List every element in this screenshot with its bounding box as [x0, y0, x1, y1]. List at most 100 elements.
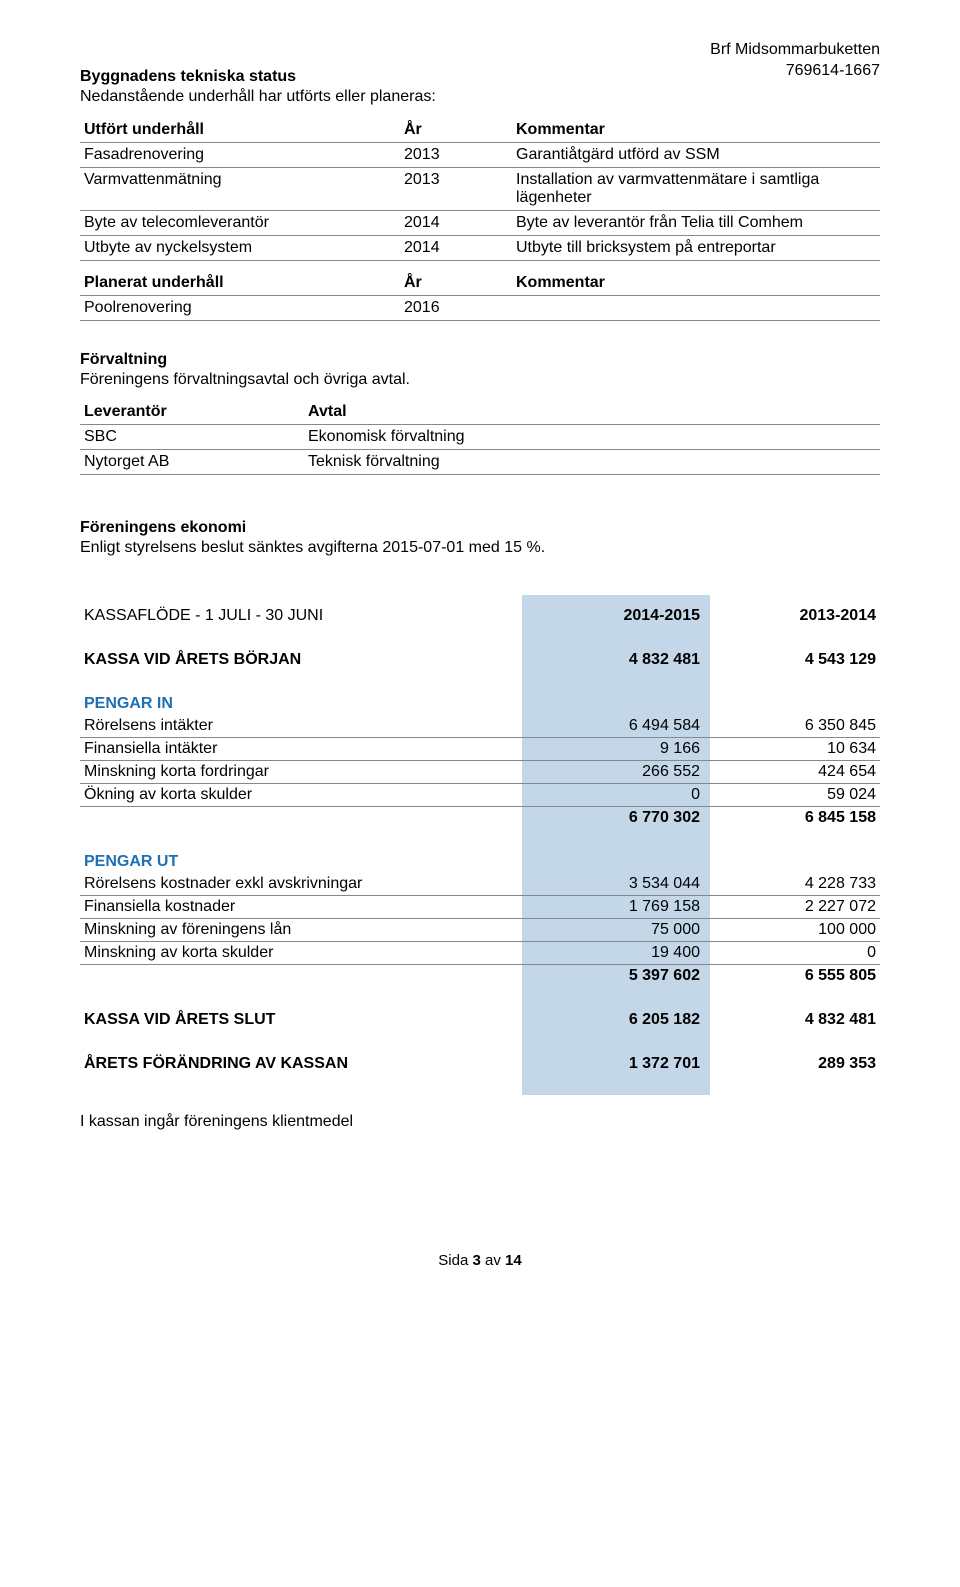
table-header: Leverantör Avtal: [80, 400, 880, 425]
fin-cell: 0: [704, 941, 880, 964]
fin-row: KASSA VID ÅRETS SLUT6 205 1824 832 481: [80, 1009, 880, 1031]
table-header: Planerat underhåll År Kommentar: [80, 271, 880, 296]
fin-cell: KASSAFLÖDE - 1 JULI - 30 JUNI: [80, 605, 528, 627]
fin-row: PENGAR IN: [80, 693, 880, 715]
th-leverantor: Leverantör: [80, 400, 304, 425]
fin-row: KASSAFLÖDE - 1 JULI - 30 JUNI2014-201520…: [80, 605, 880, 627]
leverantor-table: Leverantör Avtal SBC Ekonomisk förvaltni…: [80, 400, 880, 475]
fin-cell: 19 400: [528, 941, 704, 964]
fin-row: Rörelsens intäkter6 494 5846 350 845: [80, 715, 880, 738]
maintenance-planned-table: Planerat underhåll År Kommentar Poolreno…: [80, 271, 880, 321]
fin-row: Ökning av korta skulder059 024: [80, 783, 880, 806]
fin-row: Minskning korta fordringar266 552424 654: [80, 760, 880, 783]
fin-cell: Finansiella kostnader: [80, 895, 528, 918]
fin-cell: 59 024: [704, 783, 880, 806]
forvaltning-intro: Föreningens förvaltningsavtal och övriga…: [80, 369, 880, 391]
fin-cell: 6 770 302: [528, 806, 704, 829]
cashflow-footnote: I kassan ingår föreningens klientmedel: [80, 1111, 880, 1133]
fin-cell: [80, 964, 528, 987]
fin-row: Finansiella kostnader1 769 1582 227 072: [80, 895, 880, 918]
fin-cell: Rörelsens kostnader exkl avskrivningar: [80, 873, 528, 896]
table-row: Utbyte av nyckelsystem 2014 Utbyte till …: [80, 235, 880, 260]
fin-cell: [80, 806, 528, 829]
fin-section-label: PENGAR IN: [80, 693, 528, 715]
fin-row: ÅRETS FÖRÄNDRING AV KASSAN1 372 701289 3…: [80, 1053, 880, 1075]
table-row: Varmvattenmätning 2013 Installation av v…: [80, 167, 880, 210]
fin-cell: 2014-2015: [528, 605, 704, 627]
fin-cell: 424 654: [704, 760, 880, 783]
page: Brf Midsommarbuketten 769614-1667 Byggna…: [0, 0, 960, 1309]
table-row: Poolrenovering 2016: [80, 295, 880, 320]
fin-row: Rörelsens kostnader exkl avskrivningar3 …: [80, 873, 880, 896]
fin-cell: Minskning korta fordringar: [80, 760, 528, 783]
fin-cell: 289 353: [704, 1053, 880, 1075]
fin-row: KASSA VID ÅRETS BÖRJAN4 832 4814 543 129: [80, 649, 880, 671]
fin-cell: 4 228 733: [704, 873, 880, 896]
fin-row: [80, 987, 880, 1009]
header-right: Brf Midsommarbuketten 769614-1667: [710, 40, 880, 82]
table-row: Fasadrenovering 2013 Garantiåtgärd utför…: [80, 142, 880, 167]
fin-cell: 4 543 129: [704, 649, 880, 671]
footer-mid: av: [481, 1252, 505, 1269]
footer-prefix: Sida: [438, 1252, 472, 1269]
fin-row: Minskning av korta skulder19 4000: [80, 941, 880, 964]
table-row: SBC Ekonomisk förvaltning: [80, 425, 880, 450]
fin-row: 5 397 6026 555 805: [80, 964, 880, 987]
page-footer: Sida 3 av 14: [80, 1252, 880, 1269]
economy-intro: Enligt styrelsens beslut sänktes avgifte…: [80, 537, 880, 559]
th-comment: Kommentar: [512, 118, 880, 143]
economy-title: Föreningens ekonomi: [80, 519, 880, 537]
fin-cell: KASSA VID ÅRETS BÖRJAN: [80, 649, 528, 671]
fin-cell: [704, 693, 880, 715]
fin-cell: 2 227 072: [704, 895, 880, 918]
table-row: Byte av telecomleverantör 2014 Byte av l…: [80, 210, 880, 235]
fin-cell: 0: [528, 783, 704, 806]
fin-cell: 100 000: [704, 918, 880, 941]
fin-section-label: PENGAR UT: [80, 851, 528, 873]
fin-cell: 6 350 845: [704, 715, 880, 738]
fin-cell: [528, 851, 704, 873]
fin-cell: 6 555 805: [704, 964, 880, 987]
fin-row: [80, 671, 880, 693]
fin-cell: 6 494 584: [528, 715, 704, 738]
org-name: Brf Midsommarbuketten: [710, 40, 880, 61]
fin-cell: 3 534 044: [528, 873, 704, 896]
fin-cell: 9 166: [528, 737, 704, 760]
fin-cell: KASSA VID ÅRETS SLUT: [80, 1009, 528, 1031]
th-year: År: [400, 271, 512, 296]
fin-row: [80, 829, 880, 851]
fin-cell: 5 397 602: [528, 964, 704, 987]
fin-cell: 6 845 158: [704, 806, 880, 829]
fin-cell: Minskning av korta skulder: [80, 941, 528, 964]
footer-page-total: 14: [505, 1252, 522, 1269]
th-item: Planerat underhåll: [80, 271, 400, 296]
th-comment: Kommentar: [512, 271, 880, 296]
fin-row: [80, 1031, 880, 1053]
fin-cell: Ökning av korta skulder: [80, 783, 528, 806]
fin-cell: 1 769 158: [528, 895, 704, 918]
fin-cell: 6 205 182: [528, 1009, 704, 1031]
fin-cell: 75 000: [528, 918, 704, 941]
fin-cell: 4 832 481: [528, 649, 704, 671]
fin-row: 6 770 3026 845 158: [80, 806, 880, 829]
cashflow-section: KASSAFLÖDE - 1 JULI - 30 JUNI2014-201520…: [80, 605, 880, 1075]
maintenance-done-table: Utfört underhåll År Kommentar Fasadrenov…: [80, 118, 880, 261]
fin-cell: 2013-2014: [704, 605, 880, 627]
table-header: Utfört underhåll År Kommentar: [80, 118, 880, 143]
org-number: 769614-1667: [710, 61, 880, 82]
fin-cell: [704, 851, 880, 873]
fin-cell: 4 832 481: [704, 1009, 880, 1031]
fin-cell: 266 552: [528, 760, 704, 783]
fin-row: Minskning av föreningens lån75 000100 00…: [80, 918, 880, 941]
fin-cell: [528, 693, 704, 715]
fin-cell: Minskning av föreningens lån: [80, 918, 528, 941]
tech-status-intro: Nedanstående underhåll har utförts eller…: [80, 86, 880, 108]
cashflow-table: KASSAFLÖDE - 1 JULI - 30 JUNI2014-201520…: [80, 605, 880, 1075]
fin-row: [80, 627, 880, 649]
table-row: Nytorget AB Teknisk förvaltning: [80, 450, 880, 475]
forvaltning-title: Förvaltning: [80, 351, 880, 369]
fin-row: Finansiella intäkter9 16610 634: [80, 737, 880, 760]
th-year: År: [400, 118, 512, 143]
th-avtal: Avtal: [304, 400, 880, 425]
fin-cell: Rörelsens intäkter: [80, 715, 528, 738]
